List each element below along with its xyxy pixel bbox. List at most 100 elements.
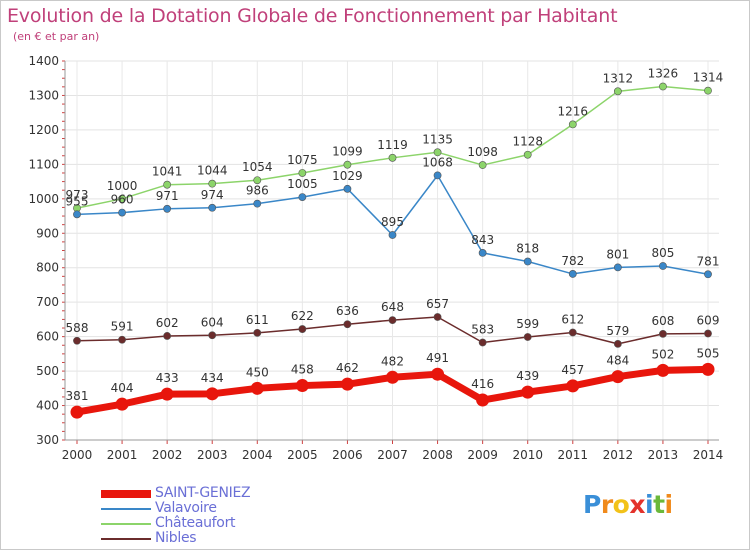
data-label-nibles: 591 — [111, 320, 134, 334]
data-point-nibles — [704, 329, 712, 338]
data-point-nibles — [523, 333, 532, 341]
x-tick-label: 2003 — [197, 448, 228, 462]
data-point-valavoire — [659, 262, 667, 270]
data-label-nibles: 604 — [201, 315, 224, 329]
data-point-saint-geniez — [656, 363, 670, 377]
y-tick-label: 1200 — [28, 123, 59, 137]
x-tick-label: 2011 — [558, 448, 589, 462]
data-point-nibles — [659, 329, 667, 338]
x-tick-label: 2007 — [377, 448, 408, 462]
data-label-nibles: 609 — [697, 314, 720, 328]
data-label-ch-teaufort: 1119 — [377, 138, 408, 152]
data-label-nibles: 608 — [651, 314, 674, 328]
data-label-ch-teaufort: 1000 — [107, 179, 138, 193]
data-point-ch-teaufort — [163, 180, 172, 189]
x-tick-label: 2014 — [693, 448, 724, 462]
data-point-valavoire — [163, 204, 172, 213]
legend-swatch — [101, 508, 151, 510]
logo-letter: r — [600, 490, 613, 519]
data-point-valavoire — [388, 231, 397, 239]
data-point-saint-geniez — [701, 362, 715, 376]
data-label-saint-geniez: 433 — [156, 371, 179, 385]
data-label-saint-geniez: 439 — [516, 369, 539, 383]
y-tick-label: 800 — [36, 261, 59, 275]
x-tick-label: 2000 — [62, 448, 93, 462]
data-label-valavoire: 895 — [381, 215, 404, 229]
x-tick-label: 2001 — [107, 448, 138, 462]
x-tick-label: 2013 — [648, 448, 679, 462]
legend-label: Nibles — [155, 530, 197, 546]
data-label-saint-geniez: 416 — [471, 377, 494, 391]
data-point-valavoire — [253, 199, 262, 208]
data-point-valavoire — [298, 193, 307, 201]
y-tick-label: 600 — [36, 330, 59, 344]
data-point-valavoire — [523, 257, 532, 266]
legend-swatch — [101, 490, 151, 498]
data-point-ch-teaufort — [298, 169, 307, 177]
data-point-ch-teaufort — [613, 87, 622, 96]
data-label-nibles: 583 — [471, 322, 494, 336]
proxiti-logo: Proxiti — [583, 490, 673, 519]
data-label-ch-teaufort: 1216 — [558, 104, 589, 118]
logo-letter: i — [645, 490, 654, 519]
data-point-nibles — [343, 320, 352, 329]
data-point-ch-teaufort — [659, 82, 667, 91]
legend-label: Châteaufort — [155, 515, 236, 531]
data-label-valavoire: 955 — [66, 194, 89, 208]
data-label-valavoire: 782 — [561, 254, 584, 268]
data-point-ch-teaufort — [253, 176, 262, 185]
data-point-valavoire — [704, 270, 712, 279]
data-label-ch-teaufort: 1075 — [287, 153, 318, 167]
y-tick-label: 500 — [36, 364, 59, 378]
chart-title: Evolution de la Dotation Globale de Fonc… — [7, 5, 618, 27]
data-point-ch-teaufort — [433, 148, 442, 157]
legend-swatch — [101, 523, 151, 525]
data-point-nibles — [568, 328, 577, 337]
data-label-valavoire: 1068 — [422, 155, 453, 169]
data-point-saint-geniez — [250, 381, 264, 395]
data-label-valavoire: 1029 — [332, 169, 363, 183]
logo-letter: t — [653, 490, 665, 519]
data-label-ch-teaufort: 1128 — [512, 135, 543, 149]
data-point-valavoire — [613, 263, 622, 272]
data-point-saint-geniez — [295, 379, 309, 393]
data-point-saint-geniez — [521, 385, 535, 399]
data-point-nibles — [613, 339, 622, 348]
data-label-ch-teaufort: 1312 — [603, 71, 634, 85]
data-point-ch-teaufort — [118, 194, 126, 203]
data-point-ch-teaufort — [388, 153, 397, 162]
data-point-valavoire — [568, 270, 577, 278]
data-point-nibles — [253, 328, 262, 337]
data-point-saint-geniez — [431, 367, 445, 381]
data-label-ch-teaufort: 1326 — [648, 66, 679, 80]
data-label-valavoire: 805 — [651, 246, 674, 260]
y-tick-label: 1300 — [28, 88, 59, 102]
data-label-ch-teaufort: 1054 — [242, 160, 273, 174]
data-label-saint-geniez: 458 — [291, 363, 314, 377]
y-tick-label: 1000 — [28, 192, 59, 206]
data-label-saint-geniez: 502 — [651, 347, 674, 361]
data-point-nibles — [118, 335, 126, 344]
data-point-saint-geniez — [340, 377, 354, 391]
x-tick-label: 2008 — [422, 448, 453, 462]
data-label-valavoire: 801 — [606, 247, 629, 261]
data-label-saint-geniez: 482 — [381, 354, 404, 368]
data-point-valavoire — [433, 171, 442, 180]
logo-letter: x — [629, 490, 645, 519]
data-label-nibles: 636 — [336, 304, 359, 318]
data-point-ch-teaufort — [208, 179, 217, 188]
y-tick-label: 900 — [36, 226, 59, 240]
data-label-saint-geniez: 457 — [561, 363, 584, 377]
data-label-nibles: 648 — [381, 300, 404, 314]
data-point-saint-geniez — [70, 405, 84, 419]
data-point-ch-teaufort — [704, 86, 712, 95]
y-tick-label: 1400 — [28, 54, 59, 68]
data-point-valavoire — [73, 210, 81, 219]
legend-label: SAINT-GENIEZ — [155, 485, 251, 501]
data-label-nibles: 588 — [66, 321, 89, 335]
x-tick-label: 2010 — [512, 448, 543, 462]
x-tick-label: 2004 — [242, 448, 273, 462]
data-point-saint-geniez — [115, 397, 129, 411]
y-tick-label: 400 — [36, 399, 59, 413]
logo-letter: P — [583, 490, 601, 519]
